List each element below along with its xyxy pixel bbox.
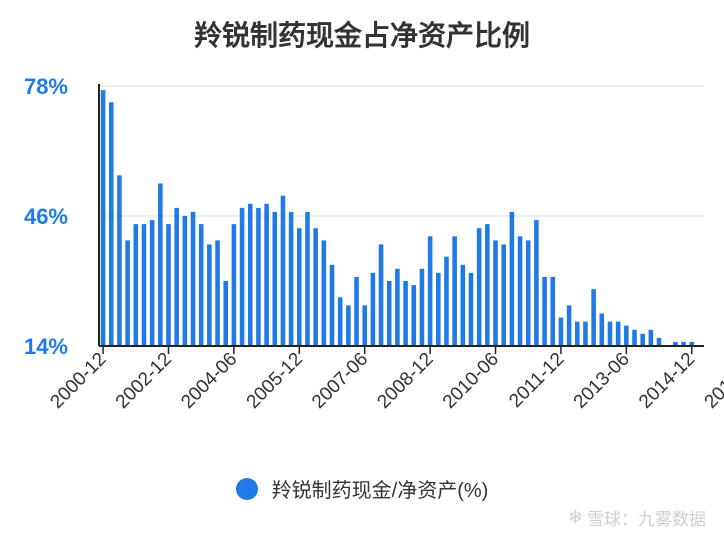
bar [427, 236, 433, 346]
bar [403, 281, 408, 346]
bar [681, 341, 686, 346]
bar [264, 203, 269, 346]
x-tick-label: 2005-12 [243, 349, 307, 413]
gridlines [99, 85, 704, 217]
bar [485, 224, 490, 346]
bar [444, 256, 449, 346]
bar [207, 244, 212, 346]
x-tick-label: 2004-06 [177, 349, 241, 413]
bar [329, 264, 335, 346]
bar [493, 240, 498, 346]
bar [534, 220, 539, 346]
bar [182, 216, 188, 346]
bar [468, 272, 474, 346]
bar [247, 203, 253, 346]
bar [288, 211, 294, 346]
watermark-text: 雪球：九雾数据 [587, 510, 706, 529]
legend[interactable]: 羚锐制药现金/净资产(%) [0, 474, 724, 503]
y-tick-label: 46% [24, 204, 68, 229]
bar [297, 228, 302, 346]
bar [174, 207, 179, 346]
x-tick-label: 2008-12 [373, 349, 437, 413]
bar [166, 224, 171, 346]
bar [223, 281, 229, 346]
bar [542, 276, 547, 346]
bar [386, 281, 392, 346]
x-tick-label: 2016-06 [701, 349, 724, 413]
bar [346, 305, 351, 346]
bar [558, 317, 564, 346]
bar [305, 211, 310, 346]
bar [362, 305, 367, 346]
bar [117, 175, 122, 346]
bar [198, 224, 204, 346]
bar [501, 244, 506, 346]
snowball-icon: ❄ [567, 507, 583, 527]
bar [411, 285, 417, 346]
bar [615, 321, 621, 346]
bar [354, 276, 359, 346]
bar [141, 224, 147, 346]
bar [689, 341, 695, 346]
bar [640, 333, 645, 346]
bar [583, 321, 588, 346]
bar [370, 272, 376, 346]
bar [215, 240, 220, 346]
bar [108, 102, 114, 346]
bar [272, 211, 278, 346]
bar [125, 240, 130, 346]
bar [100, 90, 106, 346]
bar [591, 289, 596, 346]
chart-svg: 78%46%14%2000-12 2002-12 2004-06 2005-12 200… [24, 74, 724, 413]
bar [256, 207, 261, 346]
bar-series [100, 90, 695, 346]
bar [460, 264, 466, 346]
chart-title: 羚锐制药现金占净资产比例 [193, 20, 530, 51]
watermark: ❄ 雪球：九雾数据 [568, 505, 706, 530]
bar [599, 313, 605, 346]
bar [419, 268, 425, 346]
bar [566, 305, 572, 346]
x-tick-label: 2014-12 [635, 349, 699, 413]
bar [337, 297, 343, 346]
bar [190, 211, 196, 346]
x-tick-label: 2010-06 [439, 349, 503, 413]
bar [436, 272, 441, 346]
bar [452, 236, 457, 346]
bar [321, 240, 327, 346]
bar [607, 321, 613, 346]
bar [673, 341, 678, 346]
bar [239, 207, 245, 346]
bar [231, 224, 237, 346]
axes [98, 84, 704, 354]
bar [656, 337, 662, 346]
legend-marker [235, 477, 258, 500]
bar [624, 325, 629, 346]
x-tick-label: 2002-12 [112, 349, 176, 413]
bar [632, 329, 637, 346]
bar [525, 240, 531, 346]
bar [133, 224, 139, 346]
bar [517, 236, 523, 346]
bar [158, 183, 163, 346]
bar [313, 228, 318, 346]
bar [395, 268, 400, 346]
x-tick-label: 2013-06 [570, 349, 634, 413]
y-tick-label: 14% [24, 334, 68, 359]
bar [574, 321, 580, 346]
bar [280, 195, 286, 346]
bar [550, 276, 556, 346]
bar [648, 329, 654, 346]
bar [476, 228, 482, 346]
bar [509, 211, 515, 346]
x-tick-label: 2007-06 [308, 349, 372, 413]
bar [378, 244, 384, 346]
legend-label: 羚锐制药现金/净资产(%) [271, 480, 489, 502]
x-tick-label: 2011-12 [505, 349, 568, 412]
bar [149, 220, 155, 346]
y-tick-label: 78% [24, 74, 68, 99]
